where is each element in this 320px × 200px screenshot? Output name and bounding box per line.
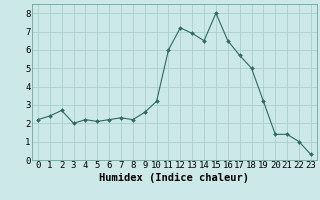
X-axis label: Humidex (Indice chaleur): Humidex (Indice chaleur) [100,173,249,183]
